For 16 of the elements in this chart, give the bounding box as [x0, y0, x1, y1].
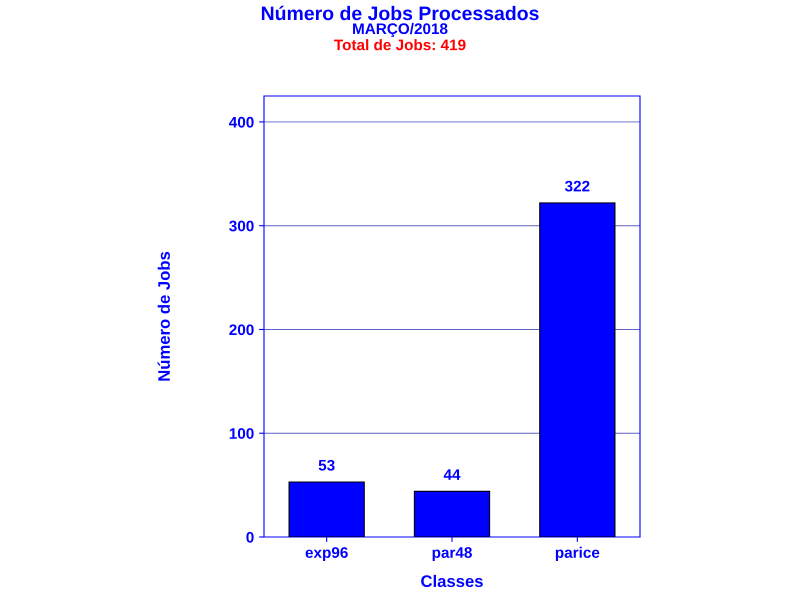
chart-subtitle: MARÇO/2018	[353, 22, 448, 38]
x-tick-label: par48	[432, 547, 472, 561]
x-axis-title: Classes	[421, 574, 483, 588]
y-axis-title: Número de Jobs	[158, 252, 170, 381]
x-tick-label: exp96	[306, 547, 348, 561]
data-label: 44	[444, 469, 460, 480]
y-tick-label: 200	[229, 324, 254, 336]
y-tick-label: 400	[229, 116, 254, 128]
data-label: 53	[318, 460, 335, 471]
text: Total de Jobs: 419	[334, 39, 466, 50]
y-tick-label: 300	[229, 220, 254, 232]
chart-title: Número de Jobs Processados	[262, 6, 539, 20]
y-tick-label: 100	[230, 428, 254, 439]
y-tick-label: 0	[246, 532, 254, 543]
x-tick-label: parice	[556, 546, 600, 561]
data-label: 322	[564, 180, 590, 192]
